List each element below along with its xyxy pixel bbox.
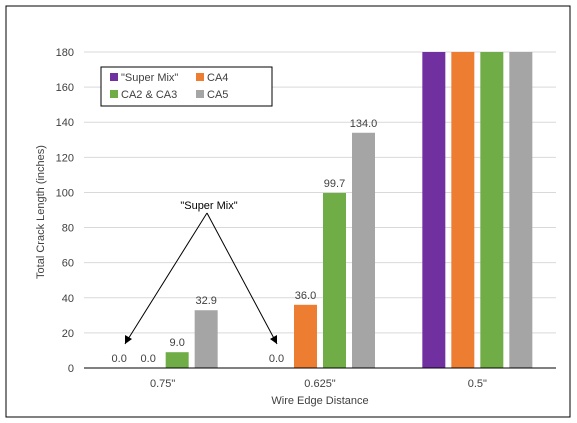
- legend-label: CA5: [207, 89, 228, 101]
- bars: [165, 52, 533, 368]
- bar-3-0: [194, 310, 218, 368]
- x-tick-label: 0.75": [150, 378, 175, 390]
- annotation-arrow-left: [124, 212, 208, 345]
- legend-label: CA4: [207, 72, 228, 84]
- arrowhead-right: [270, 335, 277, 344]
- data-label: 9.0: [170, 337, 185, 349]
- bar-0-2: [422, 52, 446, 368]
- annotation-arrow-right: [206, 212, 278, 345]
- data-label: 0.0: [112, 353, 127, 365]
- y-tick-label: 0: [68, 363, 74, 375]
- bar-1-2: [451, 52, 475, 368]
- data-label: 134.0: [350, 118, 378, 130]
- x-tick-label: 0.625": [304, 378, 336, 390]
- x-axis-title: Wire Edge Distance: [271, 395, 368, 407]
- data-label: 32.9: [195, 295, 216, 307]
- legend-swatch: [196, 73, 204, 81]
- bar-3-2: [509, 52, 533, 368]
- bar-2-1: [323, 192, 346, 368]
- y-tick-label: 120: [56, 152, 74, 164]
- y-tick-label: 180: [56, 47, 74, 59]
- legend-swatch: [110, 90, 118, 98]
- bar-2-2: [480, 52, 504, 368]
- annotation-label: "Super Mix": [180, 200, 237, 212]
- y-tick-label: 40: [62, 293, 74, 305]
- data-label: 99.7: [324, 178, 345, 190]
- bar-3-1: [352, 132, 375, 368]
- annotation: "Super Mix": [124, 200, 278, 345]
- data-label: 0.0: [141, 353, 156, 365]
- y-tick-label: 160: [56, 82, 74, 94]
- legend-box: [100, 66, 273, 107]
- y-tick-label: 100: [56, 187, 74, 199]
- data-label: 36.0: [295, 290, 316, 302]
- bar-1-1: [294, 304, 317, 368]
- x-tick-labels: 0.75" 0.625" 0.5": [150, 378, 487, 390]
- bar-2-0: [165, 352, 189, 368]
- chart-frame: [5, 5, 571, 418]
- y-axis-title: Total Crack Length (inches): [35, 145, 47, 279]
- legend-label: CA2 & CA3: [121, 89, 177, 101]
- gridlines: [84, 51, 556, 334]
- y-tick-label: 140: [56, 117, 74, 129]
- y-tick-labels: 0 20 40 60 80 100 120 140 160 180: [56, 47, 74, 375]
- legend: "Super Mix" CA4 CA2 & CA3 CA5: [100, 66, 273, 107]
- legend-swatch: [110, 73, 118, 81]
- data-labels: 0.0 0.0 9.0 32.9 0.0 36.0 99.7 134.0: [112, 118, 378, 365]
- y-tick-label: 60: [62, 258, 74, 270]
- y-tick-label: 20: [62, 328, 74, 340]
- arrowhead-left: [125, 335, 132, 344]
- legend-swatch: [196, 90, 204, 98]
- legend-label: "Super Mix": [121, 72, 178, 84]
- legend-items: "Super Mix" CA4 CA2 & CA3 CA5: [110, 72, 228, 101]
- y-tick-label: 80: [62, 223, 74, 235]
- data-label: 0.0: [269, 353, 284, 365]
- x-tick-label: 0.5": [468, 378, 487, 390]
